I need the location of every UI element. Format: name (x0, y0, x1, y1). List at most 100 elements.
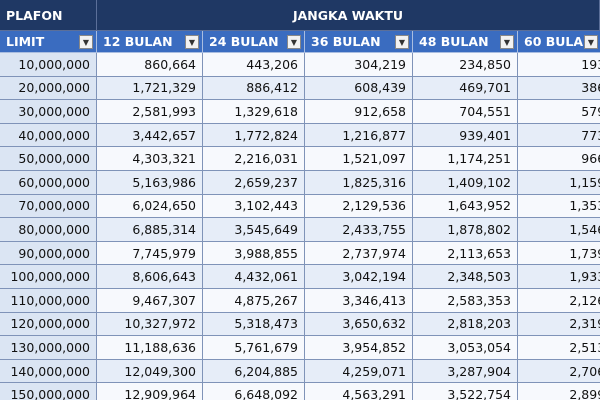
installment-cell: 2,126,608 (518, 289, 600, 313)
limit-cell: 80,000,000 (0, 218, 97, 242)
installment-cell: 2,216,031 (203, 147, 305, 171)
limit-cell: 100,000,000 (0, 265, 97, 289)
limit-cell: 10,000,000 (0, 53, 97, 77)
limit-cell: 140,000,000 (0, 359, 97, 384)
installment-cell: 3,545,649 (203, 218, 305, 242)
limit-cell: 120,000,000 (0, 312, 97, 337)
limit-cell: 20,000,000 (0, 76, 97, 101)
limit-cell: 60,000,000 (0, 171, 97, 195)
installment-cell: 2,583,353 (413, 289, 518, 313)
installment-cell: 5,163,986 (97, 171, 203, 195)
installment-cell: 7,745,979 (97, 241, 203, 266)
installment-cell: 1,643,952 (413, 194, 518, 219)
installment-cell: 2,433,755 (305, 218, 413, 242)
installment-cell: 6,648,092 (203, 383, 305, 400)
installment-cell: 386,656 (518, 76, 600, 101)
installment-cell: 4,259,071 (305, 359, 413, 384)
installment-cell: 4,875,267 (203, 289, 305, 313)
installment-cell: 2,581,993 (97, 100, 203, 124)
installment-cell: 1,739,952 (518, 241, 600, 266)
installment-cell: 2,737,974 (305, 241, 413, 266)
column-header: LIMIT (0, 31, 97, 53)
installment-cell: 3,954,852 (305, 336, 413, 360)
installment-cell: 579,984 (518, 100, 600, 124)
installment-cell: 6,885,314 (97, 218, 203, 242)
installment-cell: 2,706,592 (518, 359, 600, 384)
column-header: 12 BULAN (97, 31, 203, 53)
installment-cell: 3,988,855 (203, 241, 305, 266)
installment-cell: 4,432,061 (203, 265, 305, 289)
installment-cell: 6,024,650 (97, 194, 203, 219)
installment-cell: 2,129,536 (305, 194, 413, 219)
installment-cell: 1,174,251 (413, 147, 518, 171)
filter-button[interactable]: ▼ (287, 35, 301, 49)
column-header: 36 BULAN (305, 31, 413, 53)
installment-cell: 3,442,657 (97, 123, 203, 148)
filter-button[interactable]: ▼ (185, 35, 199, 49)
installment-cell: 2,659,237 (203, 171, 305, 195)
installment-cell: 2,319,936 (518, 312, 600, 337)
installment-cell: 939,401 (413, 123, 518, 148)
limit-cell: 40,000,000 (0, 123, 97, 148)
installment-cell: 3,650,632 (305, 312, 413, 337)
installment-cell: 3,042,194 (305, 265, 413, 289)
installment-cell: 1,933,280 (518, 265, 600, 289)
plafon-header: PLAFON (0, 0, 97, 31)
installment-cell: 1,546,624 (518, 218, 600, 242)
installment-cell: 3,346,413 (305, 289, 413, 313)
installment-cell: 469,701 (413, 76, 518, 101)
installment-cell: 6,204,885 (203, 359, 305, 384)
installment-cell: 3,522,754 (413, 383, 518, 400)
installment-cell: 2,348,503 (413, 265, 518, 289)
installment-cell: 193,328 (518, 53, 600, 77)
limit-cell: 30,000,000 (0, 100, 97, 124)
installment-cell: 12,049,300 (97, 359, 203, 384)
installment-cell: 4,563,291 (305, 383, 413, 400)
installment-cell: 5,318,473 (203, 312, 305, 337)
filter-button[interactable]: ▼ (395, 35, 409, 49)
installment-cell: 2,899,920 (518, 383, 600, 400)
installment-cell: 11,188,636 (97, 336, 203, 360)
installment-cell: 2,818,203 (413, 312, 518, 337)
installment-cell: 3,053,054 (413, 336, 518, 360)
filter-button[interactable]: ▼ (584, 35, 598, 49)
installment-cell: 304,219 (305, 53, 413, 77)
installment-cell: 912,658 (305, 100, 413, 124)
installment-cell: 3,287,904 (413, 359, 518, 384)
filter-button[interactable]: ▼ (79, 35, 93, 49)
limit-cell: 50,000,000 (0, 147, 97, 171)
installment-cell: 1,409,102 (413, 171, 518, 195)
jangka-waktu-header: JANGKA WAKTU (97, 0, 600, 31)
installment-cell: 1,329,618 (203, 100, 305, 124)
installment-cell: 1,216,877 (305, 123, 413, 148)
filter-button[interactable]: ▼ (500, 35, 514, 49)
installment-cell: 4,303,321 (97, 147, 203, 171)
installment-cell: 886,412 (203, 76, 305, 101)
installment-cell: 234,850 (413, 53, 518, 77)
installment-cell: 608,439 (305, 76, 413, 101)
installment-cell: 1,825,316 (305, 171, 413, 195)
installment-cell: 1,721,329 (97, 76, 203, 101)
installment-cell: 704,551 (413, 100, 518, 124)
installment-cell: 8,606,643 (97, 265, 203, 289)
installment-cell: 5,761,679 (203, 336, 305, 360)
installment-cell: 1,353,296 (518, 194, 600, 219)
installment-cell: 3,102,443 (203, 194, 305, 219)
installment-cell: 1,159,968 (518, 171, 600, 195)
installment-cell: 1,772,824 (203, 123, 305, 148)
installment-cell: 443,206 (203, 53, 305, 77)
limit-cell: 130,000,000 (0, 336, 97, 360)
installment-cell: 10,327,972 (97, 312, 203, 337)
installment-cell: 773,312 (518, 123, 600, 148)
installment-cell: 9,467,307 (97, 289, 203, 313)
installment-cell: 12,909,964 (97, 383, 203, 400)
column-header: 48 BULAN (413, 31, 518, 53)
installment-cell: 1,878,802 (413, 218, 518, 242)
installment-cell: 1,521,097 (305, 147, 413, 171)
limit-cell: 70,000,000 (0, 194, 97, 219)
installment-cell: 860,664 (97, 53, 203, 77)
column-header: 24 BULAN (203, 31, 305, 53)
limit-cell: 110,000,000 (0, 289, 97, 313)
installment-cell: 2,113,653 (413, 241, 518, 266)
installment-cell: 966,640 (518, 147, 600, 171)
